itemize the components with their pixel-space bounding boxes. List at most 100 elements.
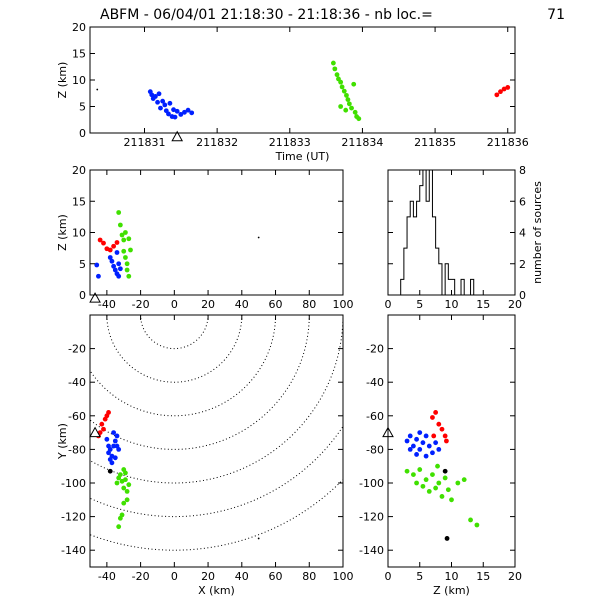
data-points (94, 210, 260, 279)
blue-point (106, 450, 111, 456)
blue-point (417, 447, 423, 452)
blue-point (426, 443, 432, 449)
blue-point (156, 91, 162, 97)
green-point (343, 107, 349, 113)
red-point (436, 421, 442, 427)
blue-point (433, 440, 439, 446)
red-point (501, 86, 507, 92)
y-tick-label: -120 (61, 511, 86, 524)
green-point (433, 485, 439, 491)
blue-point (420, 440, 426, 446)
range-rings (90, 315, 343, 551)
x-tick-label: 60 (269, 298, 283, 311)
blue-point (109, 460, 115, 466)
histogram-step (400, 169, 477, 296)
y-tick-label: 10 (72, 74, 86, 87)
green-point (116, 210, 122, 215)
x-tick-label: 20 (201, 298, 215, 311)
green-point (124, 267, 130, 273)
plot-frame (89, 314, 344, 568)
x-tick-label: 20 (508, 570, 522, 583)
green-point (338, 79, 344, 85)
station-triangle (171, 130, 184, 142)
green-point (468, 517, 473, 523)
y-tick-label: 15 (72, 195, 86, 208)
green-point (123, 477, 128, 483)
y-tick-label: -80 (366, 443, 384, 456)
blue-point (167, 100, 173, 106)
plot-frame (89, 26, 516, 134)
blue-point (160, 98, 166, 104)
blue-point (407, 433, 413, 439)
y-tick-label: 4 (519, 227, 526, 240)
green-point (435, 463, 440, 469)
histogram-bin (426, 201, 429, 295)
green-point (449, 497, 454, 503)
green-point (121, 500, 127, 506)
blue-point (404, 438, 410, 444)
blue-point (112, 455, 118, 461)
blue-point (149, 92, 155, 98)
green-point (116, 524, 122, 530)
green-point (351, 81, 357, 87)
green-point (356, 116, 362, 122)
x-axis-label: Time (UT) (275, 150, 330, 163)
x-tick-label: -40 (98, 570, 116, 583)
x-tick-label: 40 (235, 298, 249, 311)
green-point (124, 497, 130, 503)
x-tick-label: 211835 (414, 136, 456, 149)
black-point (96, 88, 99, 91)
x-axis-label: Z (km) (433, 584, 470, 597)
plot-x-y: -40 -20 0 20 40 60 80 100 -140 -120 -100 -80 -60 -40 -… (56, 314, 354, 597)
red-point (430, 415, 435, 420)
green-point (124, 489, 130, 494)
blue-point (171, 107, 176, 113)
x-tick-label: 211831 (123, 136, 165, 149)
x-tick-label: 100 (333, 298, 354, 311)
y-tick-label: 6 (519, 195, 526, 208)
green-point (128, 247, 133, 253)
green-point (124, 261, 130, 267)
black-point (257, 537, 260, 540)
red-point (106, 410, 111, 415)
x-tick-label: 211832 (196, 136, 238, 149)
green-point (349, 105, 354, 111)
green-point (121, 467, 127, 472)
green-point (474, 522, 480, 528)
x-tick-label: 40 (235, 570, 249, 583)
blue-point (423, 433, 429, 439)
blue-point (423, 453, 429, 459)
blue-point (158, 105, 163, 111)
red-point (111, 243, 117, 249)
red-point (498, 89, 503, 95)
plot-time-height: 211831 211832 211833 211834 211835 211836 0 5 10… (56, 21, 529, 163)
y-tick-label: -100 (61, 477, 86, 490)
blue-point (172, 114, 178, 120)
green-point (455, 480, 461, 486)
blue-point (114, 433, 120, 439)
y-tick-label: -140 (61, 544, 86, 557)
data-points (404, 410, 480, 541)
red-point (431, 433, 437, 439)
y-tick-label: 20 (72, 164, 86, 177)
x-tick-label: 211836 (487, 136, 529, 149)
blue-point (109, 258, 115, 264)
green-point (344, 92, 349, 98)
range-ring (106, 315, 243, 383)
blue-point (185, 107, 191, 113)
black-point (257, 236, 260, 239)
x-tick-label: 60 (269, 570, 283, 583)
y-tick-label: -100 (359, 477, 384, 490)
blue-point (162, 102, 168, 108)
x-tick-label: 211833 (269, 136, 311, 149)
green-point (117, 222, 123, 228)
green-point (117, 472, 123, 477)
y-tick-label: 0 (79, 289, 86, 302)
blue-point (107, 255, 113, 260)
green-point (126, 236, 132, 242)
x-tick-label: 100 (333, 570, 354, 583)
red-point (114, 240, 120, 245)
x-tick-label: 5 (416, 570, 423, 583)
black-point (442, 468, 448, 474)
